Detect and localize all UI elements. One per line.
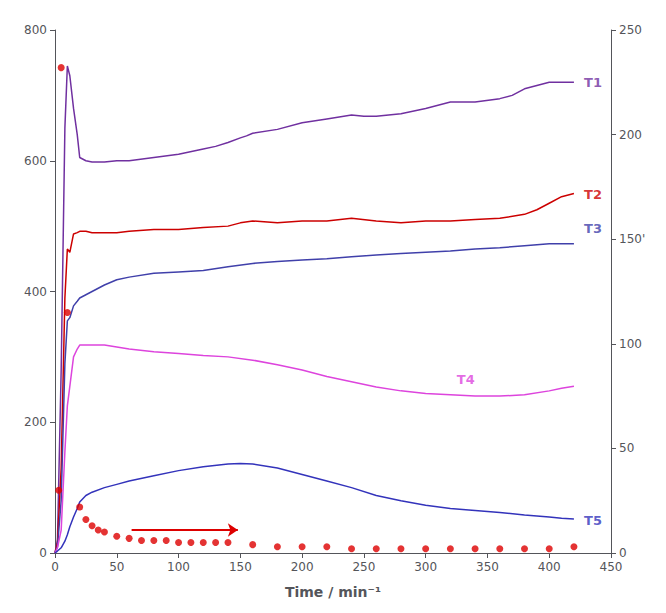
svg-text:Time / min⁻¹: Time / min⁻¹ [285,584,381,600]
svg-text:450: 450 [600,560,623,574]
svg-text:T2: T2 [584,187,602,202]
svg-text:T3: T3 [584,221,602,236]
svg-text:350: 350 [476,560,499,574]
svg-text:T4: T4 [457,372,475,387]
svg-text:600: 600 [24,154,47,168]
svg-text:800: 800 [24,23,47,37]
svg-text:0: 0 [619,546,627,560]
svg-text:400: 400 [538,560,561,574]
svg-text:200: 200 [24,415,47,429]
svg-text:250: 250 [619,23,642,37]
svg-text:250: 250 [352,560,375,574]
svg-text:200: 200 [619,128,642,142]
svg-text:150: 150 [229,560,252,574]
svg-text:400: 400 [24,285,47,299]
svg-text:300: 300 [414,560,437,574]
svg-text:100: 100 [167,560,190,574]
svg-text:0: 0 [39,546,47,560]
svg-text:150': 150' [619,232,645,246]
svg-text:100: 100 [619,337,642,351]
svg-text:200: 200 [291,560,314,574]
svg-text:T1: T1 [584,75,602,90]
svg-text:50: 50 [619,441,634,455]
svg-text:50: 50 [109,560,124,574]
svg-text:0: 0 [51,560,59,574]
svg-text:T5: T5 [584,513,602,528]
